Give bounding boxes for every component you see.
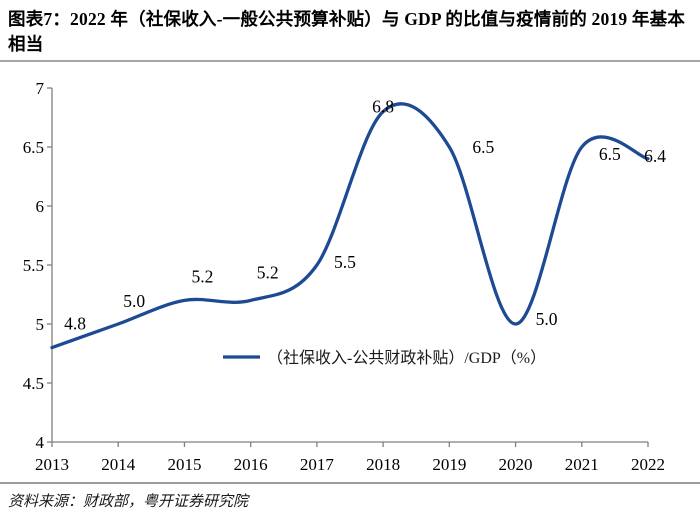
x-tick-label: 2013 [35, 455, 69, 474]
y-tick-label: 6 [36, 197, 45, 216]
axes [47, 87, 649, 447]
data-label: 5.0 [536, 309, 558, 329]
data-label: 5.2 [257, 262, 279, 282]
data-label: 6.5 [472, 137, 494, 157]
data-label: 5.0 [123, 291, 145, 311]
x-tick-label: 2014 [101, 455, 136, 474]
data-label: 5.2 [192, 266, 214, 286]
ratio-line-chart: 4 4.5 5 5.5 6 6.5 7 2013 2014 2015 2016 2017 2018 201… [23, 79, 666, 474]
data-label: 6.4 [644, 146, 666, 166]
data-label: 6.8 [372, 97, 394, 117]
x-tick-label: 2020 [499, 455, 533, 474]
title-divider [0, 60, 700, 62]
chart-area: 4 4.5 5 5.5 6 6.5 7 2013 2014 2015 2016 2017 2018 201… [0, 62, 700, 482]
source-divider [0, 482, 700, 484]
x-tick-label: 2015 [167, 455, 201, 474]
data-label: 5.5 [334, 252, 356, 272]
series-line [50, 102, 650, 350]
y-tick-label: 7 [36, 79, 45, 98]
data-label: 4.8 [64, 314, 86, 334]
y-tick-label: 4.5 [23, 374, 44, 393]
x-tick-label: 2016 [234, 455, 268, 474]
y-tick-label: 4 [36, 433, 45, 452]
x-tick-label: 2021 [565, 455, 599, 474]
legend-label: （社保收入-公共财政补贴）/GDP（%） [267, 349, 546, 367]
y-tick-label: 6.5 [23, 138, 44, 157]
x-tick-label: 2019 [432, 455, 466, 474]
data-label: 6.5 [599, 144, 621, 164]
x-tick-label: 2022 [631, 455, 665, 474]
y-tick-label: 5 [36, 315, 45, 334]
source-note: 资料来源：财政部，粤开证券研究院 [8, 494, 249, 510]
x-tick-label: 2017 [300, 455, 335, 474]
legend: （社保收入-公共财政补贴）/GDP（%） [223, 349, 546, 367]
x-tick-label: 2018 [366, 455, 400, 474]
data-labels: 4.8 5.0 5.2 5.2 5.5 6.8 6.5 5.0 6.5 6.4 [64, 97, 666, 334]
figure-title: 图表7：2022 年（社保收入-一般公共预算补贴）与 GDP 的比值与疫情前的 … [8, 9, 686, 54]
y-tick-label: 5.5 [23, 256, 44, 275]
